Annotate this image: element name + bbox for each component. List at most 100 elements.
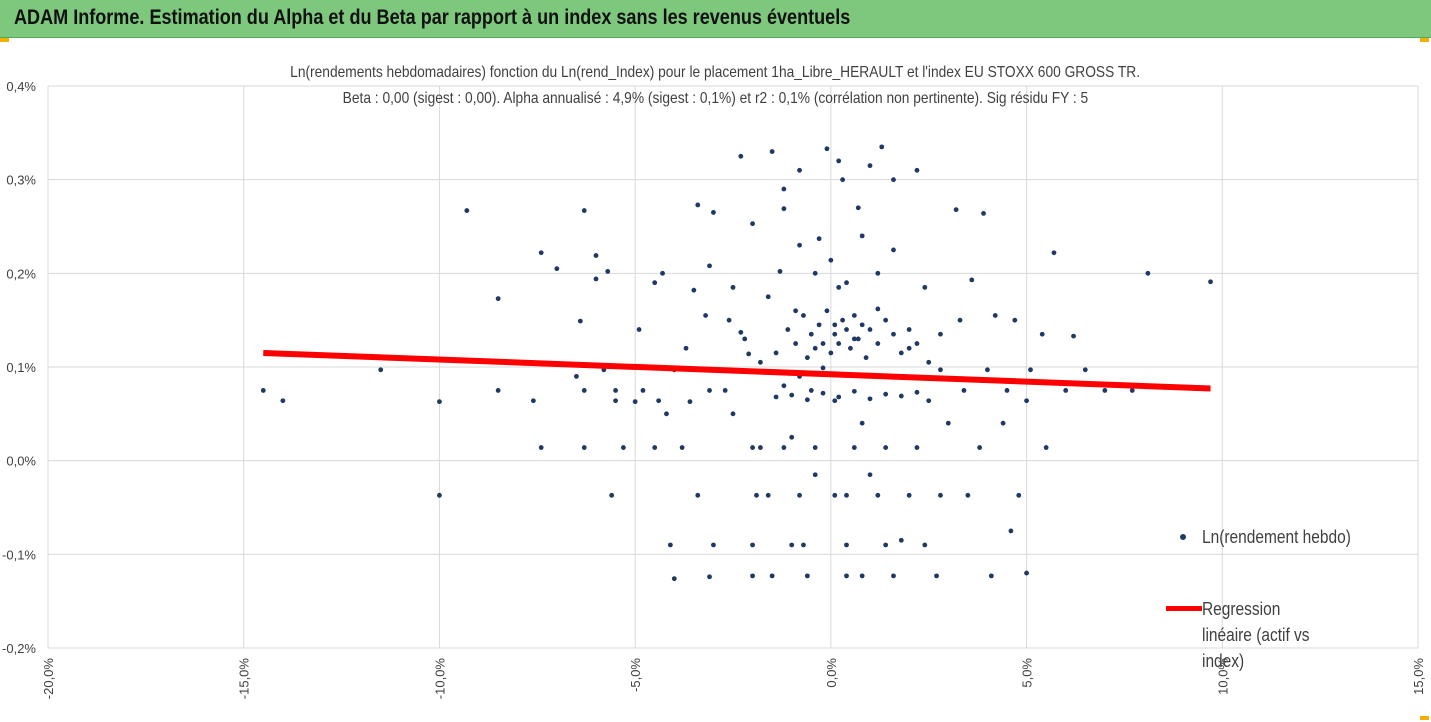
data-point — [707, 263, 712, 269]
data-point — [750, 542, 755, 548]
data-point — [695, 492, 701, 498]
data-point — [828, 350, 834, 356]
data-point — [851, 336, 857, 342]
data-point — [679, 445, 685, 450]
legend-marker-line-icon — [1166, 606, 1202, 611]
data-point — [812, 472, 818, 478]
data-point — [1071, 333, 1076, 339]
data-point — [765, 492, 771, 498]
data-point — [758, 359, 763, 365]
data-point — [906, 345, 912, 351]
data-point — [574, 373, 579, 379]
data-point — [883, 445, 889, 450]
data-point — [988, 573, 994, 579]
data-point — [538, 445, 544, 450]
data-point — [859, 573, 865, 579]
scatter-chart: -0,2% -0,1% 0,0% 0,1% 0,2% 0,3% 0,4% -20,0% -15,… — [2, 79, 1426, 700]
data-point — [812, 270, 818, 276]
data-point — [977, 445, 982, 450]
data-point — [875, 341, 881, 346]
data-point — [914, 389, 920, 395]
data-point — [789, 434, 795, 440]
data-point — [961, 388, 967, 393]
data-point — [832, 398, 838, 404]
data-point — [891, 247, 896, 253]
data-point — [1082, 367, 1088, 373]
data-point — [906, 492, 912, 498]
data-point — [812, 345, 818, 351]
data-point — [495, 388, 501, 393]
data-point — [758, 445, 763, 450]
data-point — [781, 445, 787, 450]
data-point — [875, 306, 881, 312]
data-point — [1063, 388, 1069, 393]
data-point — [730, 284, 736, 290]
data-point — [781, 383, 787, 389]
data-point — [773, 350, 779, 356]
data-point — [840, 177, 845, 183]
data-point — [953, 207, 959, 213]
data-point — [1043, 445, 1049, 450]
data-point — [1008, 528, 1014, 534]
data-point — [855, 205, 861, 211]
data-point — [945, 420, 951, 426]
data-point — [992, 313, 998, 318]
data-point — [801, 313, 806, 318]
data-point — [730, 411, 736, 417]
data-point — [914, 445, 920, 450]
data-point — [926, 398, 932, 404]
data-point — [581, 388, 587, 393]
x-tick-label: 15,0% — [1411, 658, 1426, 695]
data-point — [1102, 388, 1108, 393]
data-point — [703, 313, 708, 318]
data-point — [906, 327, 912, 332]
data-point — [836, 394, 842, 400]
data-point — [722, 388, 728, 393]
data-point — [726, 317, 732, 323]
data-point — [883, 391, 889, 397]
data-point — [640, 388, 646, 393]
data-point — [922, 542, 928, 548]
data-point — [636, 327, 642, 332]
data-point — [875, 270, 881, 276]
data-point — [898, 393, 904, 399]
data-point — [836, 284, 842, 290]
data-point — [883, 317, 889, 323]
data-point — [464, 208, 470, 213]
y-tick-label: -0,1% — [2, 547, 36, 562]
data-point — [816, 236, 822, 242]
data-point — [742, 336, 748, 342]
data-point — [660, 270, 665, 276]
data-point — [832, 492, 838, 498]
y-tick-label: 0,3% — [6, 173, 36, 188]
x-tick-label: -15,0% — [237, 658, 252, 700]
data-point — [1145, 270, 1151, 276]
data-point — [683, 345, 689, 351]
data-point — [891, 331, 896, 337]
data-point — [836, 158, 842, 164]
data-point — [605, 269, 611, 274]
data-point — [844, 573, 849, 579]
data-point — [824, 308, 830, 314]
data-point — [621, 445, 626, 450]
data-point — [738, 153, 744, 159]
data-point — [1028, 367, 1033, 373]
data-point — [965, 492, 971, 498]
data-point — [652, 280, 658, 286]
data-point — [793, 341, 799, 346]
data-point — [1024, 570, 1029, 576]
data-point — [851, 388, 857, 394]
data-point — [820, 390, 826, 396]
data-point — [656, 398, 662, 404]
data-point — [437, 492, 442, 498]
data-point — [1012, 317, 1018, 323]
data-point — [797, 167, 802, 173]
data-point — [804, 397, 810, 403]
data-point — [840, 317, 845, 323]
corner-mark-top-right — [1420, 38, 1429, 42]
data-point — [781, 186, 787, 192]
data-point — [844, 327, 849, 332]
data-point — [891, 177, 896, 183]
data-point — [891, 573, 896, 579]
data-point — [260, 388, 266, 393]
